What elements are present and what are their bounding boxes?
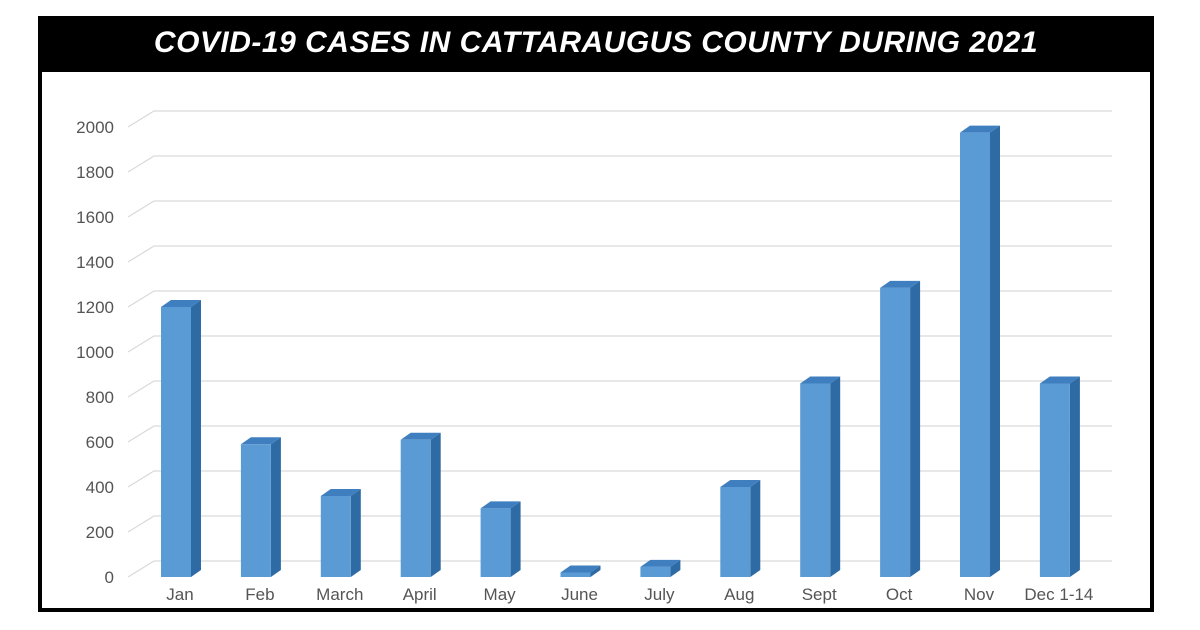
bar-top bbox=[720, 480, 761, 487]
bar bbox=[161, 300, 201, 577]
bar-front bbox=[720, 487, 751, 577]
x-tick-label: June bbox=[561, 585, 598, 604]
bar-side bbox=[990, 125, 1000, 577]
bar-top bbox=[240, 437, 281, 445]
bar-front bbox=[240, 444, 271, 577]
bar-top bbox=[800, 376, 841, 384]
y-axis-ticks: 0 200 400 600 800 1000 1200 1400 1600 1800 2000 bbox=[76, 118, 114, 587]
chart-frame: COVID-19 CASES IN CATTARAUGUS COUNTY DUR… bbox=[38, 16, 1154, 612]
y-tick-label: 2000 bbox=[76, 118, 114, 137]
gridline bbox=[127, 155, 1112, 173]
y-tick-label: 1200 bbox=[76, 298, 114, 317]
x-tick-label: Sept bbox=[802, 585, 837, 604]
gridline bbox=[127, 515, 1112, 533]
y-tick-label: 1000 bbox=[76, 343, 114, 362]
gridline bbox=[127, 425, 1112, 443]
x-tick-label: April bbox=[403, 585, 437, 604]
y-tick-label: 0 bbox=[105, 568, 114, 587]
plot-area: 0 200 400 600 800 1000 1200 1400 1600 1800 2000 Ja… bbox=[42, 72, 1150, 608]
bar-side bbox=[430, 432, 441, 577]
x-tick-label: Feb bbox=[245, 585, 274, 604]
bar-front bbox=[1039, 383, 1070, 577]
title-bar: COVID-19 CASES IN CATTARAUGUS COUNTY DUR… bbox=[38, 16, 1154, 70]
bar-top bbox=[400, 432, 441, 440]
bar-top bbox=[320, 489, 361, 496]
bar-front bbox=[880, 287, 911, 577]
bar bbox=[560, 565, 601, 577]
bar bbox=[320, 489, 361, 577]
y-tick-label: 800 bbox=[86, 388, 114, 407]
x-tick-label: March bbox=[316, 585, 363, 604]
y-tick-label: 1800 bbox=[76, 163, 114, 182]
gridline bbox=[127, 290, 1112, 308]
y-tick-label: 200 bbox=[86, 523, 114, 542]
bar-top bbox=[560, 565, 601, 573]
gridline bbox=[127, 245, 1112, 263]
bar-side bbox=[830, 376, 841, 577]
bar-side bbox=[670, 559, 681, 577]
gridline bbox=[127, 380, 1112, 398]
bar-front bbox=[161, 307, 191, 577]
bar-side bbox=[750, 480, 761, 577]
bar-side bbox=[590, 565, 601, 577]
bar-side bbox=[270, 437, 281, 577]
gridline bbox=[127, 470, 1112, 488]
bar-front bbox=[640, 566, 671, 577]
gridline bbox=[127, 200, 1112, 218]
bar bbox=[240, 437, 281, 577]
gridline bbox=[127, 335, 1112, 353]
y-tick-label: 600 bbox=[86, 433, 114, 452]
gridline bbox=[127, 560, 1112, 578]
gridline bbox=[127, 110, 1112, 128]
bar-front bbox=[400, 439, 431, 577]
chart-title: COVID-19 CASES IN CATTARAUGUS COUNTY DUR… bbox=[153, 26, 1039, 59]
gridlines bbox=[127, 110, 1112, 578]
bar-top bbox=[480, 501, 521, 509]
y-tick-label: 400 bbox=[86, 478, 114, 497]
x-tick-label: May bbox=[484, 585, 517, 604]
x-tick-label: Oct bbox=[886, 585, 913, 604]
x-tick-label: Jan bbox=[166, 585, 193, 604]
bar-top bbox=[880, 280, 921, 288]
bar-side bbox=[910, 280, 921, 577]
bar-front bbox=[480, 508, 511, 577]
bar-top bbox=[1039, 376, 1080, 384]
x-tick-label: Nov bbox=[964, 585, 995, 604]
bar bbox=[880, 280, 921, 577]
bar-front bbox=[560, 572, 591, 577]
y-tick-label: 1400 bbox=[76, 253, 114, 272]
bar bbox=[400, 432, 441, 577]
x-tick-label: Dec 1-14 bbox=[1024, 585, 1093, 604]
bar-side bbox=[191, 300, 201, 577]
bar-front bbox=[800, 383, 831, 577]
bar bbox=[640, 559, 681, 577]
bar-top bbox=[960, 125, 1000, 133]
bar-side bbox=[510, 501, 521, 577]
y-tick-label: 1600 bbox=[76, 208, 114, 227]
bar-top bbox=[161, 300, 201, 307]
x-tick-label: Aug bbox=[724, 585, 754, 604]
bar-side bbox=[1069, 376, 1080, 577]
bar bbox=[720, 480, 761, 577]
bar bbox=[480, 501, 521, 577]
bar-front bbox=[320, 496, 351, 577]
bar bbox=[1039, 376, 1080, 577]
bar bbox=[800, 376, 841, 577]
x-tick-label: July bbox=[644, 585, 675, 604]
bar-side bbox=[350, 489, 361, 577]
bar bbox=[960, 125, 1000, 577]
x-axis-ticks: Jan Feb March April May June July Aug Sept Oct Nov… bbox=[166, 585, 1093, 604]
bars bbox=[161, 125, 1080, 577]
bar-chart: 0 200 400 600 800 1000 1200 1400 1600 1800 2000 Ja… bbox=[76, 110, 1112, 604]
bar-top bbox=[640, 559, 681, 567]
bar-front bbox=[960, 132, 990, 577]
